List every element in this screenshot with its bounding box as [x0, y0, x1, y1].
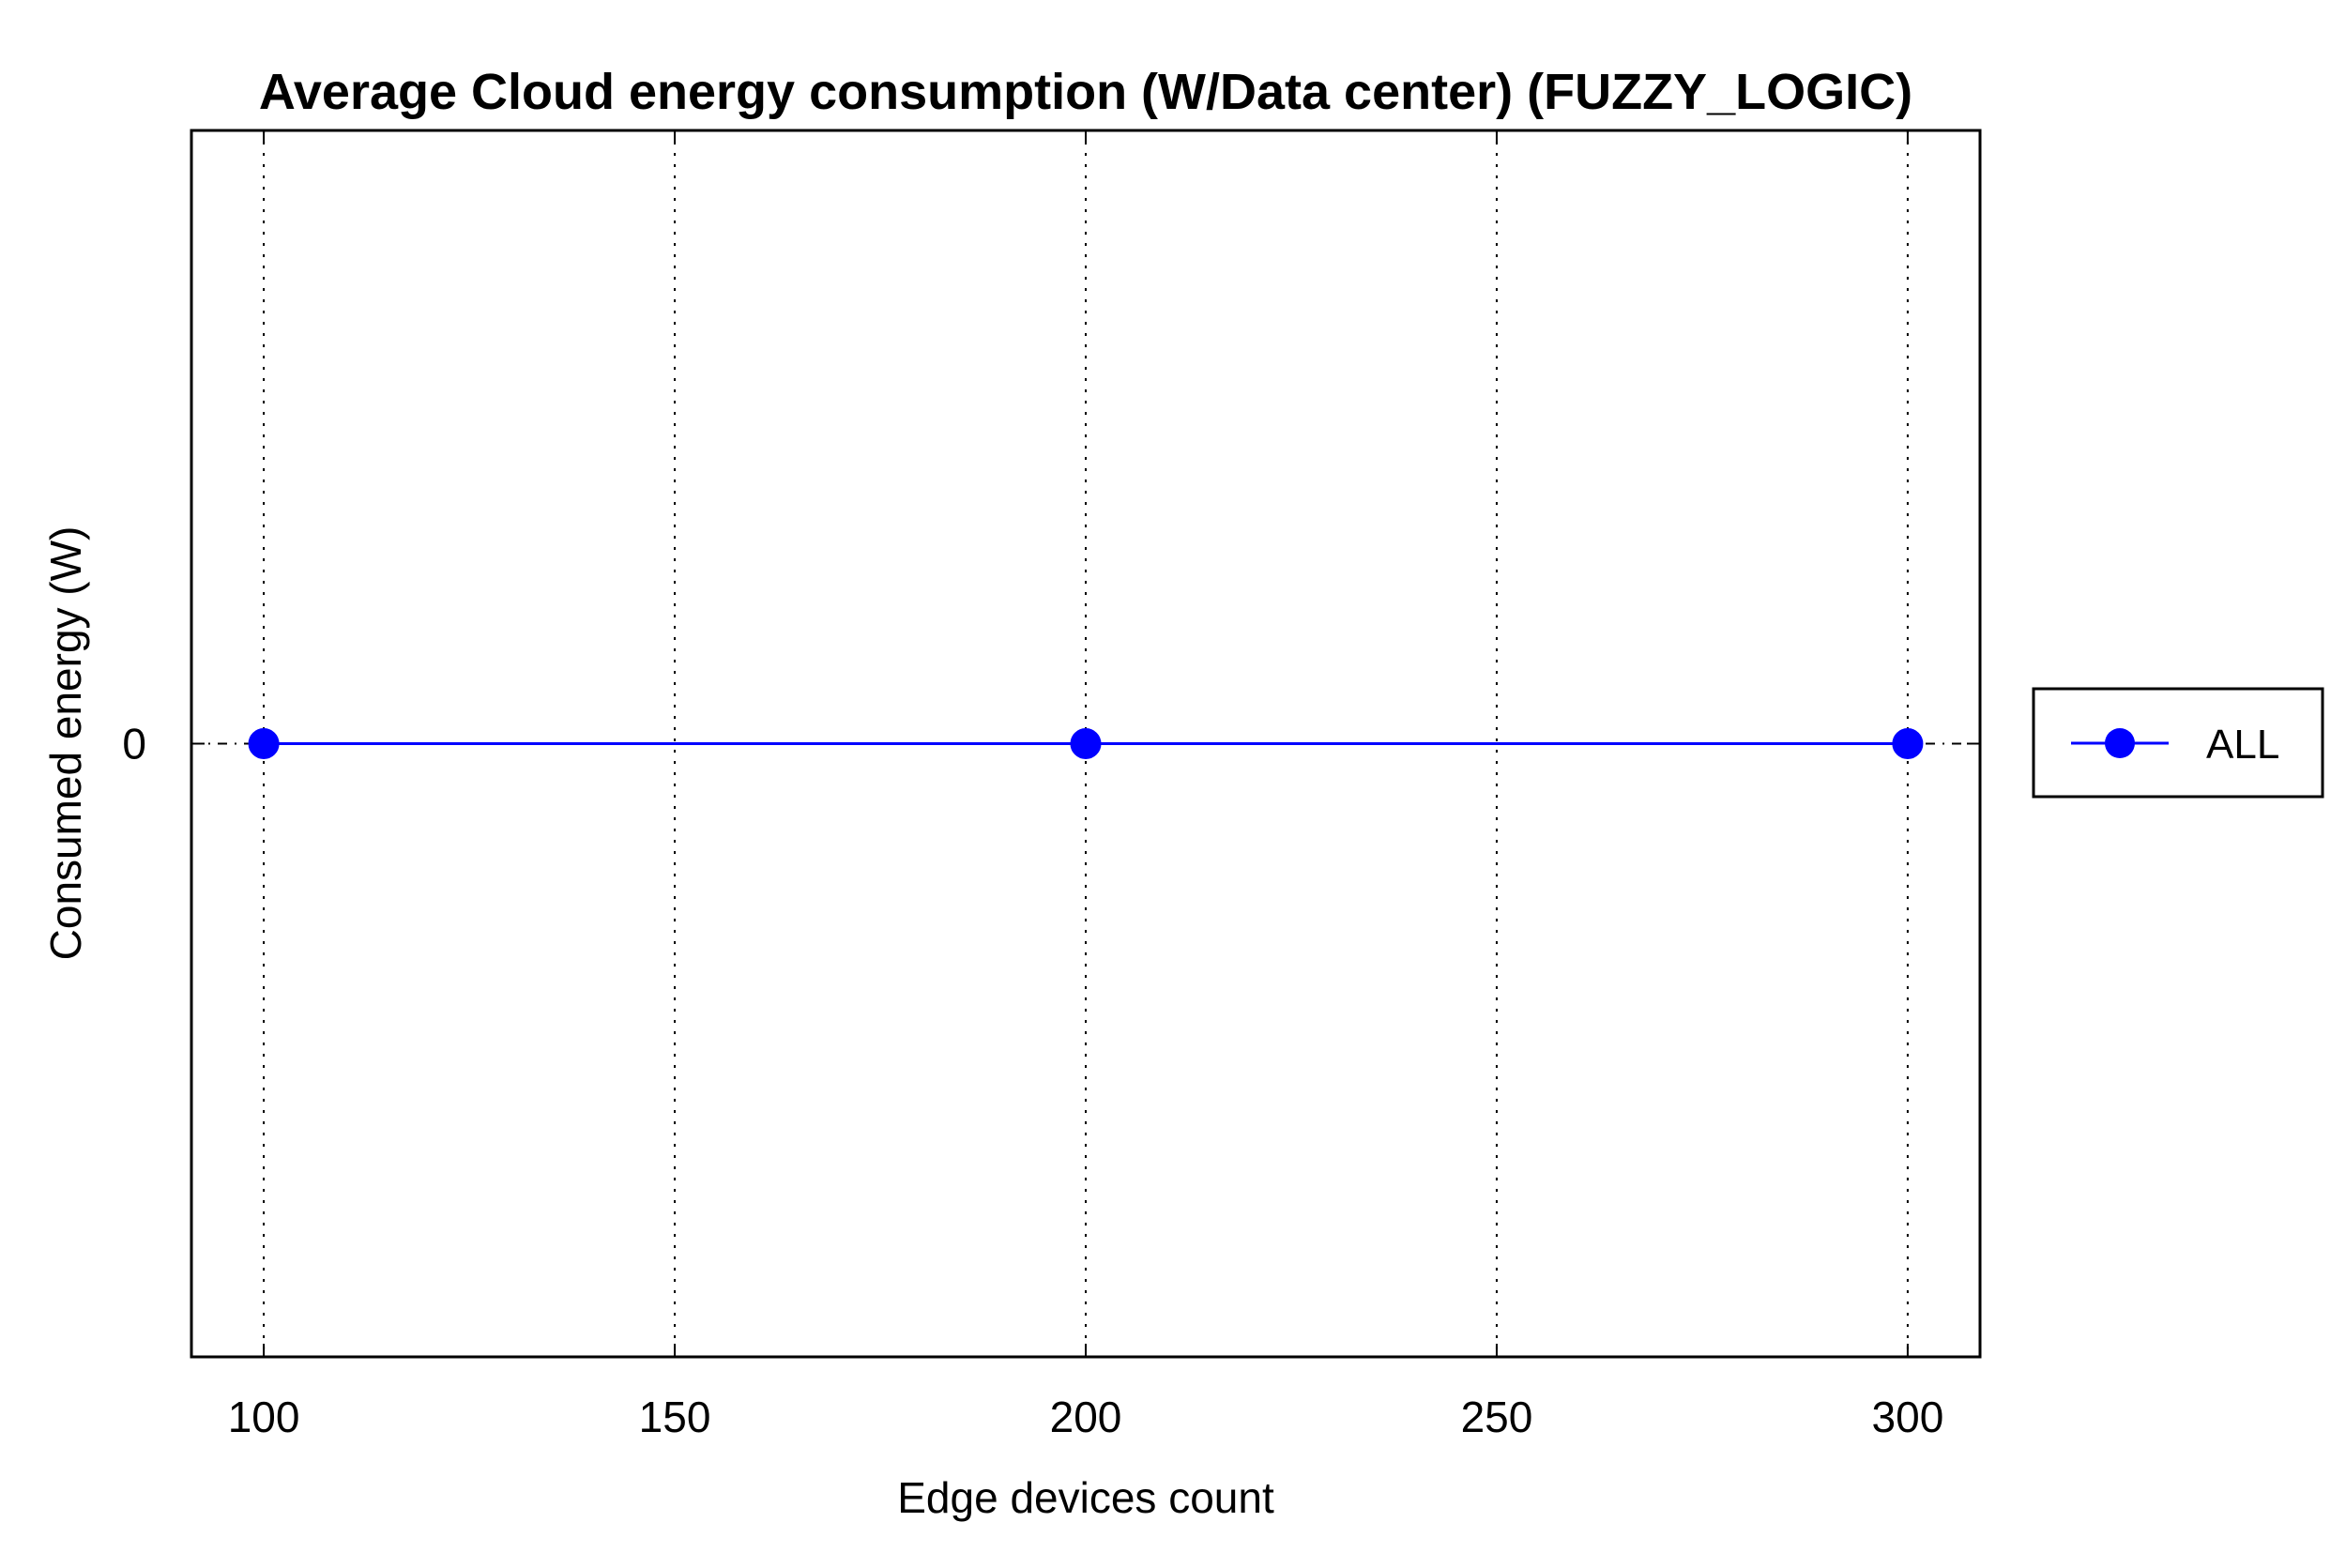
data-point [248, 728, 280, 759]
x-axis-label: Edge devices count [897, 1473, 1274, 1522]
y-tick-label: 0 [122, 720, 146, 769]
x-tick-label: 300 [1872, 1393, 1944, 1441]
chart-title: Average Cloud energy consumption (W/Data… [259, 64, 1912, 120]
y-axis-ticks: 0 [122, 720, 1980, 769]
data-point [1892, 728, 1924, 759]
y-axis-label: Consumed energy (W) [41, 526, 90, 961]
x-tick-label: 100 [228, 1393, 300, 1441]
legend-marker [2105, 728, 2135, 758]
x-axis-ticks: 100 150 200 250 300 [228, 130, 1944, 1441]
legend-label-all: ALL [2206, 722, 2279, 768]
x-tick-label: 200 [1050, 1393, 1122, 1441]
x-tick-label: 250 [1461, 1393, 1533, 1441]
x-tick-label: 150 [639, 1393, 711, 1441]
legend-box [2032, 687, 2324, 799]
legend: ALL [2032, 687, 2324, 799]
series-layer [248, 728, 1924, 759]
data-point [1070, 728, 1102, 759]
